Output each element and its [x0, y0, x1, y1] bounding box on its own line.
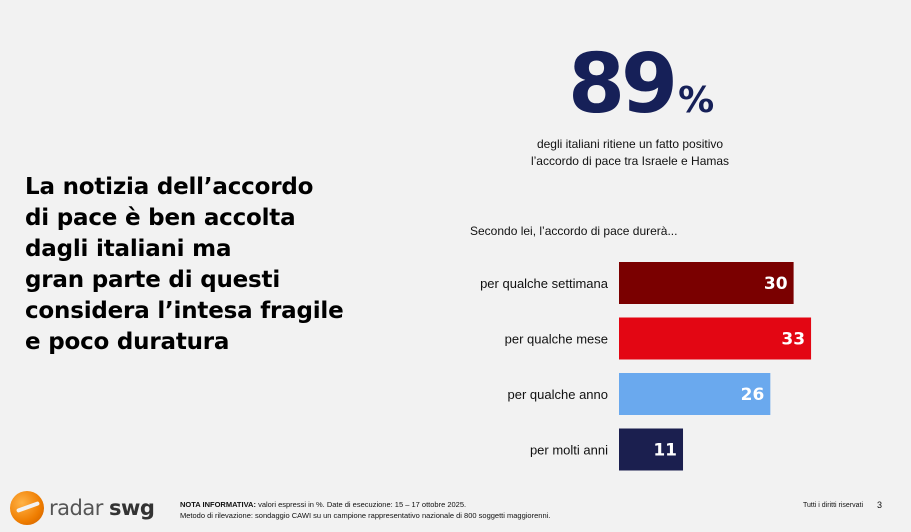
bar-2 — [619, 317, 812, 360]
note-label: NOTA INFORMATIVA: — [180, 500, 256, 509]
chart-question: Secondo lei, l’accordo di pace durerà... — [470, 224, 678, 238]
headline-line-6: e poco duratura — [25, 329, 230, 355]
radar-logo-icon — [10, 491, 44, 525]
note-line-2: Metodo di rilevazione: sondaggio CAWI su… — [180, 511, 551, 520]
logo-text-light: radar — [49, 496, 103, 520]
bar-1 — [619, 262, 794, 304]
bar-value-3: 26 — [741, 385, 765, 405]
key-stat-unit: % — [678, 80, 715, 121]
bar-3 — [619, 373, 771, 415]
bar-label-2: per qualche mese — [505, 332, 608, 347]
headline-line-3: dagli italiani ma — [25, 236, 232, 262]
bar-label-3: per qualche anno — [508, 387, 608, 402]
headline-line-2: di pace è ben accolta — [25, 205, 296, 231]
logo-wordmark: radar swg — [49, 496, 155, 520]
bar-label-4: per molti anni — [530, 443, 608, 458]
headline-line-1: La notizia dell’accordo — [25, 174, 314, 200]
headline-line-4: gran parte di questi — [25, 267, 280, 293]
headline: La notizia dell’accordo di pace è ben ac… — [25, 172, 405, 358]
rights-reserved: Tutti i diritti riservati — [803, 502, 864, 509]
bar-value-4: 11 — [653, 441, 677, 461]
note-line-1-text: valori espressi in %. Date di esecuzione… — [258, 500, 467, 509]
key-stat: 89% — [568, 40, 714, 130]
key-stat-desc-line-1: degli italiani ritiene un fatto positivo — [536, 137, 724, 151]
duration-bar-chart: per qualche settimana 30 per qualche mese 3… — [480, 262, 812, 471]
radar-swg-logo: radar swg — [10, 491, 155, 525]
bar-label-1: per qualche settimana — [480, 276, 609, 291]
key-stat-desc-line-2: l’accordo di pace tra Israele e Hamas — [530, 154, 730, 168]
logo-text-bold: swg — [109, 496, 155, 520]
key-stat-value: 89 — [568, 37, 678, 132]
bar-value-1: 30 — [764, 274, 788, 294]
bar-value-2: 33 — [781, 330, 805, 350]
bar-4 — [619, 428, 684, 471]
key-stat-description: degli italiani ritiene un fatto positivo… — [470, 136, 790, 170]
page-number: 3 — [877, 500, 883, 510]
methodology-note: NOTA INFORMATIVA: valori espressi in %. … — [180, 499, 550, 521]
headline-line-5: considera l’intesa fragile — [25, 298, 344, 324]
note-line-1: NOTA INFORMATIVA: valori espressi in %. … — [180, 499, 550, 510]
